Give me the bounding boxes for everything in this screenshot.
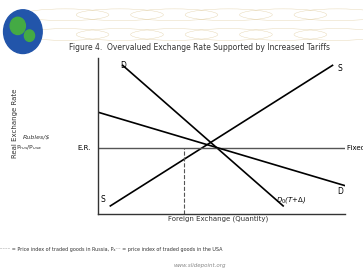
Text: D: D bbox=[120, 61, 126, 70]
Text: Real Exchange Rate: Real Exchange Rate bbox=[12, 89, 17, 158]
Text: Pₐ⁻⁻⁻⁻ = Price index of traded goods in Russia, Pₐ⁻⁻ = price index of traded goo: Pₐ⁻⁻⁻⁻ = Price index of traded goods in … bbox=[0, 247, 223, 252]
Text: Rubles/$: Rubles/$ bbox=[23, 135, 50, 139]
Circle shape bbox=[24, 30, 34, 41]
Text: D$_0$(T+$\Delta$): D$_0$(T+$\Delta$) bbox=[276, 195, 306, 205]
Text: P$_{rus}$/P$_{usa}$: P$_{rus}$/P$_{usa}$ bbox=[16, 144, 42, 152]
Circle shape bbox=[10, 17, 25, 35]
Text: www.slidepoint.org: www.slidepoint.org bbox=[174, 263, 226, 268]
Text: Fixed E.R.: Fixed E.R. bbox=[347, 145, 363, 151]
Text: E.R.: E.R. bbox=[77, 145, 91, 151]
Text: D: D bbox=[338, 187, 343, 196]
Text: S: S bbox=[338, 64, 342, 73]
Text: Foreign Exchange (Quantity): Foreign Exchange (Quantity) bbox=[168, 216, 268, 222]
Circle shape bbox=[4, 10, 42, 53]
Text: S: S bbox=[101, 195, 105, 204]
Text: Figure 4.  Overvalued Exchange Rate Supported by Increased Tariffs: Figure 4. Overvalued Exchange Rate Suppo… bbox=[69, 43, 330, 52]
